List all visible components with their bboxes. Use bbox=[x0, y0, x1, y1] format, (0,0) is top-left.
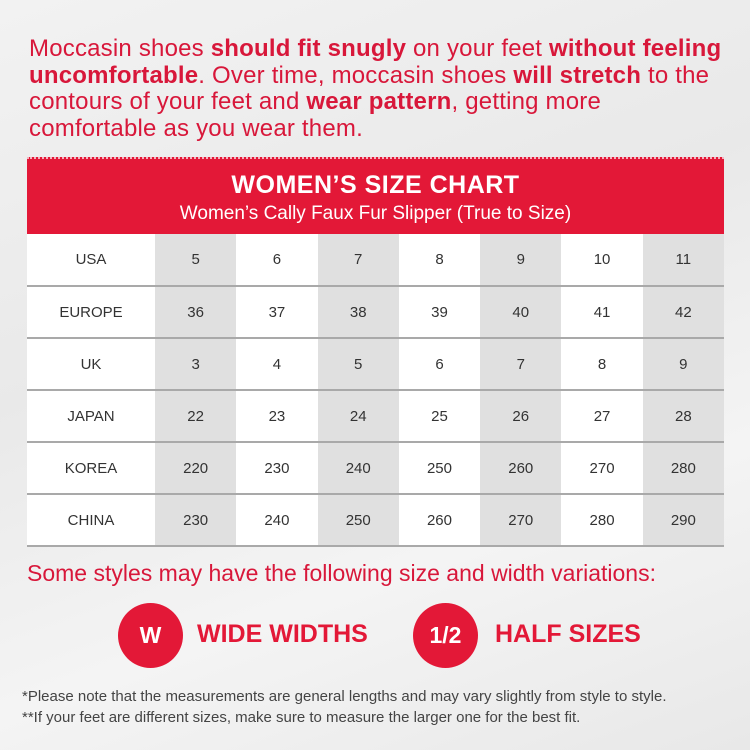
chart-title: WOMEN’S SIZE CHART bbox=[231, 171, 520, 199]
size-cell: 250 bbox=[398, 442, 481, 495]
size-cell: 28 bbox=[642, 390, 724, 443]
size-cell: 40 bbox=[480, 286, 562, 339]
intro-segment: comfortable as you wear them. bbox=[29, 114, 363, 142]
intro-segment: on your feet bbox=[406, 35, 550, 62]
intro-segment: to the bbox=[641, 61, 710, 89]
footnote-2: **If your feet are different sizes, make… bbox=[22, 709, 581, 726]
intro-line: Moccasin shoes should fit snugly on your… bbox=[29, 35, 722, 63]
table-row: JAPAN 22 23 24 25 26 27 28 bbox=[27, 390, 724, 443]
variations-heading: Some styles may have the following size … bbox=[27, 560, 656, 586]
size-cell: 10 bbox=[561, 234, 643, 287]
intro-segment: . Over time, moccasin shoes bbox=[198, 61, 514, 89]
size-cell: 24 bbox=[317, 390, 399, 443]
intro-emphasis: uncomfortable bbox=[29, 61, 199, 89]
size-cell: 27 bbox=[561, 390, 643, 443]
size-cell: 37 bbox=[236, 286, 318, 339]
intro-line: comfortable as you wear them. bbox=[29, 114, 721, 143]
size-cell: 270 bbox=[480, 494, 562, 547]
size-cell: 280 bbox=[561, 494, 643, 547]
size-cell: 290 bbox=[642, 494, 724, 547]
size-table: USA 5 6 7 8 9 10 11 EUROPE 36 37 38 39 40 41 42 UK 3 4 5 6 7 8… bbox=[27, 234, 724, 547]
intro-text: Moccasin shoes should fit snugly on your… bbox=[29, 35, 722, 143]
table-row: KOREA 220 230 240 250 260 270 280 bbox=[27, 442, 724, 495]
chart-header: WOMEN’S SIZE CHART Women’s Cally Faux Fu… bbox=[27, 157, 724, 234]
size-cell: 11 bbox=[642, 234, 724, 287]
table-row: UK 3 4 5 6 7 8 9 bbox=[27, 338, 724, 391]
size-cell: 3 bbox=[155, 338, 237, 391]
size-cell: 41 bbox=[561, 286, 643, 339]
table-row: CHINA 230 240 250 260 270 280 290 bbox=[27, 494, 724, 547]
size-cell: 240 bbox=[236, 494, 318, 547]
size-cell: 240 bbox=[317, 442, 399, 495]
row-label: EUROPE bbox=[27, 286, 155, 339]
size-cell: 7 bbox=[480, 338, 562, 391]
intro-emphasis: should fit snugly bbox=[210, 35, 407, 62]
size-chart: WOMEN’S SIZE CHART Women’s Cally Faux Fu… bbox=[27, 157, 724, 547]
size-cell: 6 bbox=[398, 338, 481, 391]
wide-width-badge-icon: W bbox=[118, 603, 183, 668]
size-cell: 9 bbox=[642, 338, 724, 391]
size-cell: 270 bbox=[561, 442, 643, 495]
size-cell: 250 bbox=[317, 494, 399, 547]
table-row: EUROPE 36 37 38 39 40 41 42 bbox=[27, 286, 724, 339]
row-label: UK bbox=[27, 338, 155, 391]
intro-line: uncomfortable. Over time, moccasin shoes… bbox=[29, 61, 721, 90]
intro-segment: , getting more bbox=[451, 88, 602, 115]
size-cell: 42 bbox=[642, 286, 724, 339]
size-cell: 6 bbox=[236, 234, 318, 287]
size-cell: 8 bbox=[398, 234, 481, 287]
size-cell: 26 bbox=[480, 390, 562, 443]
intro-emphasis: without feeling bbox=[549, 35, 722, 62]
row-label: CHINA bbox=[27, 494, 155, 547]
half-size-badge-icon: 1/2 bbox=[413, 603, 478, 668]
intro-line: contours of your feet and wear pattern, … bbox=[29, 88, 721, 116]
size-cell: 23 bbox=[236, 390, 318, 443]
size-cell: 22 bbox=[155, 390, 237, 443]
half-sizes-label: HALF SIZES bbox=[495, 620, 641, 648]
size-cell: 230 bbox=[236, 442, 318, 495]
intro-segment: contours of your feet and bbox=[29, 88, 307, 115]
size-cell: 38 bbox=[317, 286, 399, 339]
row-label: USA bbox=[27, 234, 155, 287]
size-cell: 260 bbox=[480, 442, 562, 495]
size-cell: 260 bbox=[398, 494, 481, 547]
intro-emphasis: will stretch bbox=[513, 61, 642, 89]
size-cell: 9 bbox=[480, 234, 562, 287]
size-cell: 5 bbox=[155, 234, 237, 287]
table-row: USA 5 6 7 8 9 10 11 bbox=[27, 234, 724, 287]
footnote-1: *Please note that the measurements are g… bbox=[22, 688, 667, 705]
size-cell: 25 bbox=[398, 390, 481, 443]
chart-subtitle: Women’s Cally Faux Fur Slipper (True to … bbox=[179, 203, 572, 224]
size-cell: 8 bbox=[561, 338, 643, 391]
size-cell: 39 bbox=[398, 286, 481, 339]
row-label: KOREA bbox=[27, 442, 155, 495]
size-cell: 5 bbox=[317, 338, 399, 391]
row-label: JAPAN bbox=[27, 390, 155, 443]
size-cell: 7 bbox=[317, 234, 399, 287]
intro-emphasis: wear pattern bbox=[306, 88, 452, 115]
wide-widths-label: WIDE WIDTHS bbox=[197, 620, 368, 648]
footnotes: *Please note that the measurements are g… bbox=[22, 686, 667, 728]
size-cell: 230 bbox=[155, 494, 237, 547]
size-cell: 280 bbox=[642, 442, 724, 495]
intro-segment: Moccasin shoes bbox=[29, 35, 211, 62]
size-cell: 36 bbox=[155, 286, 237, 339]
size-cell: 220 bbox=[155, 442, 237, 495]
size-cell: 4 bbox=[236, 338, 318, 391]
